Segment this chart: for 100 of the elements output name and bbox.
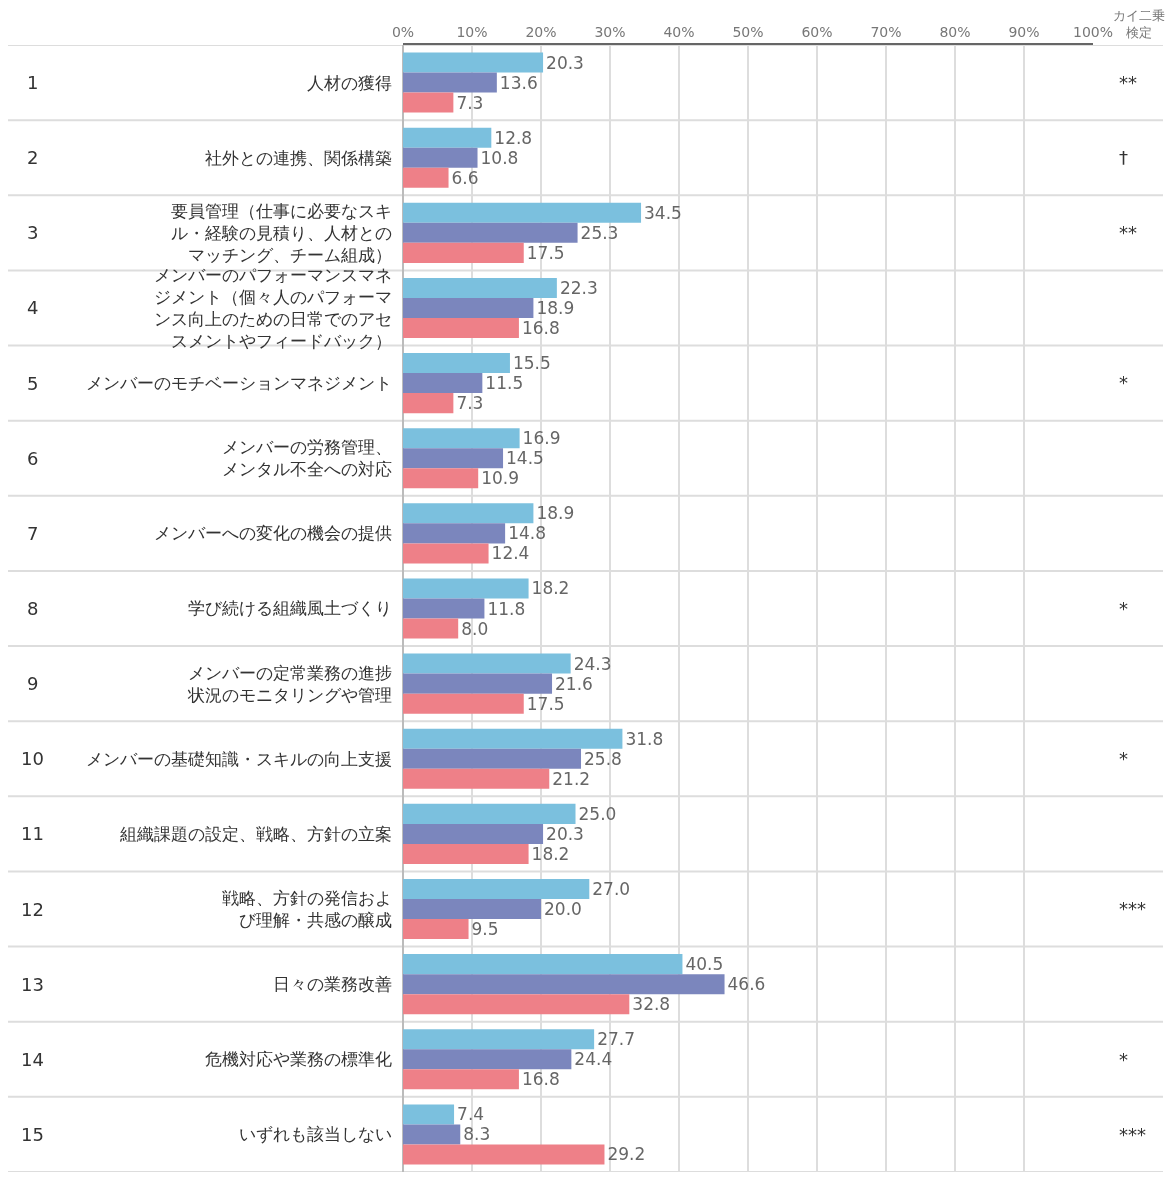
data-label: 7.3 [456,92,484,113]
y-tick-label: メンバーの労務管理、メンタル不全への対応 [222,437,392,480]
data-label: 25.0 [578,803,617,824]
bar [403,468,479,489]
x-tick-label: 80% [939,24,971,41]
bar [403,523,506,544]
text: 5 [27,373,39,394]
data-label: 24.3 [573,653,612,674]
data-label: 20.3 [546,823,584,844]
bar [403,728,623,749]
bar [403,974,725,995]
data-label: 18.9 [536,297,575,318]
bar [403,994,630,1015]
x-tick-label: 30% [594,24,626,41]
text: 4 [27,297,39,318]
data-label: 25.3 [580,222,619,243]
bar [403,373,483,394]
y-tick-label: メンバーの基礎知識・スキルの向上支援 [86,748,392,769]
text: 12 [21,899,44,920]
bar [403,277,557,298]
data-label: 7.4 [457,1104,485,1125]
text: 1 [27,72,39,93]
data-label: 20.3 [546,52,584,73]
data-label: 10.9 [481,468,520,489]
y-tick-label: 危機対応や業務の標準化 [205,1049,392,1070]
bar [403,167,449,188]
y-tick-label: 日々の業務改善 [273,974,392,995]
y2-tick-label: *** [1119,1123,1146,1145]
text: 3 [27,222,39,243]
bar [403,127,492,148]
y-tick-label: メンバーのパフォーマンスマネジメント（個々人のパフォーマンス向上のための日常でのアセスメントやフィードバック） [154,264,392,352]
data-label: 21.2 [552,768,591,789]
data-label: 32.8 [632,994,671,1015]
bar [403,1069,519,1090]
y2-tick-label: ** [1119,222,1137,244]
bar [403,899,541,920]
bar [403,147,478,168]
bar [403,578,529,599]
bar [403,503,534,524]
data-label: 9.5 [471,919,499,940]
bar [403,393,454,414]
data-label: 24.4 [574,1049,613,1070]
text: 2 [27,147,39,168]
text: 7 [27,523,39,544]
y-tick-label: 社外との連携、関係構築 [205,147,392,168]
data-label: 22.3 [559,277,598,298]
bar [403,878,590,900]
bar [403,543,489,564]
y-tick-label: メンバーへの変化の機会の提供 [154,523,392,544]
data-label: 18.2 [531,578,570,599]
data-label: 16.8 [521,318,560,338]
x-tick-label: 100% [1072,24,1114,41]
data-label: 11.8 [487,598,526,619]
bar [403,1029,595,1050]
bar [403,242,524,263]
data-label: 14.5 [506,448,544,469]
data-label: 34.5 [644,202,682,223]
data-label: 18.2 [531,843,570,864]
y-tick-label: 戦略、方針の発信および理解・共感の醸成 [222,887,392,931]
bar [403,1144,605,1165]
bar [403,202,642,223]
bar [403,1104,455,1125]
data-label: 29.2 [607,1144,646,1165]
data-label: 17.5 [526,693,565,714]
y2-tick-label: * [1119,1048,1128,1070]
y2-tick-label: ** [1119,71,1137,93]
y2-tick-label: * [1119,597,1128,619]
data-label: 27.0 [592,879,631,899]
data-label: 40.5 [685,954,724,975]
bar [403,1049,572,1070]
bar [403,843,529,864]
text: 8 [27,598,39,619]
data-label: 10.8 [480,147,519,168]
x-tick-label: 70% [870,24,902,41]
data-label: 12.4 [491,543,530,564]
data-label: 8.3 [463,1124,491,1145]
bar [403,353,510,374]
data-label: 14.8 [508,523,546,544]
data-label: 7.3 [456,393,484,414]
data-label: 8.0 [461,618,489,639]
bar [403,598,485,619]
bar [403,72,497,93]
bar [403,673,553,694]
x-tick-label: 60% [801,24,833,41]
bar [403,823,544,844]
x-tick-label: 50% [732,24,764,41]
x-tick-label: 90% [1008,24,1040,41]
y-tick-label: いずれも該当しない [239,1124,392,1145]
bar [403,297,534,318]
bar [403,317,519,339]
y2-tick-label: * [1119,372,1128,394]
y2-tick-label: † [1119,147,1128,168]
bar [403,222,578,243]
data-label: 16.9 [522,428,561,449]
bar [403,1124,461,1145]
bar [403,748,582,769]
data-label: 11.5 [485,373,524,394]
y-tick-label: メンバーのモチベーションマネジメント [86,373,392,394]
y-tick-label: メンバーの定常業務の進捗状況のモニタリングや管理 [187,662,392,705]
y-tick-label: 学び続ける組織風土づくり [188,598,392,619]
